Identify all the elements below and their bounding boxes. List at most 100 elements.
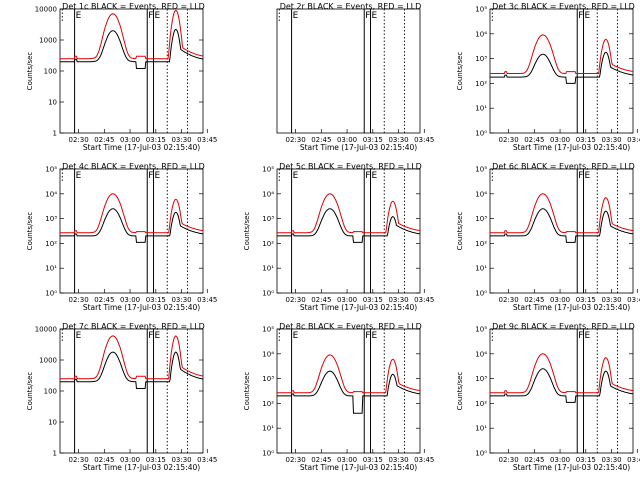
y-tick-label: 10¹ bbox=[45, 265, 57, 273]
x-tick-label: 03:15 bbox=[146, 136, 166, 144]
plot-frame bbox=[489, 8, 634, 134]
y-tick-label: 10000 bbox=[35, 326, 57, 334]
x-axis-label: Start Time (17-Jul-03 02:15:40) bbox=[83, 303, 200, 312]
event-marker-label: E bbox=[585, 171, 591, 181]
x-tick-label: 03:30 bbox=[171, 456, 191, 464]
y-tick-label: 10² bbox=[262, 240, 274, 248]
y-tick-label: 10⁵ bbox=[475, 166, 487, 174]
series-lld-line bbox=[60, 335, 204, 380]
panel-title: Det 8c BLACK = Events, RED = LLD bbox=[279, 322, 422, 331]
x-tick-label: 02:30 bbox=[498, 456, 518, 464]
x-tick-label: 02:45 bbox=[311, 456, 331, 464]
event-marker-label: F bbox=[578, 171, 583, 181]
y-tick-label: 10¹ bbox=[262, 265, 274, 273]
series-events-line bbox=[277, 370, 421, 414]
y-tick-label: 10² bbox=[262, 400, 274, 408]
y-tick-label: 10¹ bbox=[475, 265, 487, 273]
x-tick-label: 03:00 bbox=[337, 296, 357, 304]
x-tick-label: 02:30 bbox=[498, 296, 518, 304]
x-tick-label: 03:00 bbox=[120, 296, 140, 304]
x-tick-label: 03:15 bbox=[363, 136, 383, 144]
y-tick-label: 10⁵ bbox=[475, 326, 487, 334]
y-tick-label: 10⁰ bbox=[45, 290, 57, 298]
x-tick-label: 02:45 bbox=[524, 136, 544, 144]
x-tick-label: 03:30 bbox=[388, 456, 408, 464]
panel-6: Det 6c BLACK = Events, RED = LLD 10⁰ 10¹ 10… bbox=[456, 162, 640, 312]
event-marker-label: F bbox=[578, 11, 583, 21]
x-tick-label: 02:30 bbox=[285, 136, 305, 144]
event-marker-label: E bbox=[293, 171, 299, 181]
y-tick-label: 10⁴ bbox=[475, 190, 487, 198]
event-marker-label: F bbox=[365, 171, 370, 181]
x-tick-label: 03:15 bbox=[576, 456, 596, 464]
x-tick-label: 03:45 bbox=[627, 136, 640, 144]
x-tick-label: 03:15 bbox=[363, 296, 383, 304]
series-lld-line bbox=[490, 34, 634, 74]
x-tick-label: 02:45 bbox=[524, 296, 544, 304]
event-marker-label: F bbox=[365, 331, 370, 341]
panel-title: Det 4c BLACK = Events, RED = LLD bbox=[62, 162, 205, 171]
panel-9: Det 9c BLACK = Events, RED = LLD 10⁰ 10¹ 10… bbox=[456, 322, 640, 472]
y-tick-label: 10⁰ bbox=[475, 450, 487, 458]
plot-frame bbox=[59, 328, 204, 454]
y-tick-label: 10³ bbox=[475, 375, 487, 383]
series-events-line bbox=[60, 351, 204, 389]
x-tick-label: 02:45 bbox=[94, 456, 114, 464]
y-tick-label: 10² bbox=[475, 80, 487, 88]
x-tick-label: 03:45 bbox=[197, 296, 217, 304]
panel-title: Det 9c BLACK = Events, RED = LLD bbox=[492, 322, 635, 331]
event-marker-label: E bbox=[293, 331, 299, 341]
y-axis-label: Counts/sec bbox=[456, 212, 464, 251]
y-tick-label: 10³ bbox=[475, 55, 487, 63]
x-axis-label: Start Time (17-Jul-03 02:15:40) bbox=[300, 303, 417, 312]
y-axis-label: Counts/sec bbox=[243, 372, 251, 411]
x-tick-label: 02:30 bbox=[68, 456, 88, 464]
x-tick-label: 03:30 bbox=[171, 136, 191, 144]
y-axis-label: Counts/sec bbox=[26, 212, 34, 251]
x-tick-label: 03:30 bbox=[601, 456, 621, 464]
event-marker-label: E bbox=[372, 331, 378, 341]
y-tick-label: 10000 bbox=[35, 6, 57, 14]
series-lld-line bbox=[277, 193, 421, 234]
event-marker-label: E bbox=[293, 11, 299, 21]
x-axis-label: Start Time (17-Jul-03 02:15:40) bbox=[513, 143, 630, 152]
series-events-line bbox=[490, 208, 634, 243]
panel-title: Det 1c BLACK = Events, RED = LLD bbox=[62, 2, 205, 11]
plot-frame bbox=[489, 168, 634, 294]
x-tick-label: 03:15 bbox=[146, 456, 166, 464]
event-marker-label: F bbox=[365, 11, 370, 21]
x-axis-label: Start Time (17-Jul-03 02:15:40) bbox=[513, 303, 630, 312]
event-marker-label: E bbox=[76, 331, 82, 341]
x-axis-label: Start Time (17-Jul-03 02:15:40) bbox=[513, 463, 630, 472]
plot-frame bbox=[59, 8, 204, 134]
y-tick-label: 10¹ bbox=[475, 105, 487, 113]
plot-frame bbox=[276, 328, 421, 454]
x-axis-label: Start Time (17-Jul-03 02:15:40) bbox=[83, 463, 200, 472]
x-tick-label: 03:15 bbox=[363, 456, 383, 464]
plot-frame bbox=[276, 168, 421, 294]
panel-title: Det 3c BLACK = Events, RED = LLD bbox=[492, 2, 635, 11]
x-tick-label: 03:30 bbox=[388, 296, 408, 304]
y-tick-label: 10⁰ bbox=[262, 290, 274, 298]
event-marker-label: E bbox=[76, 11, 82, 21]
x-tick-label: 02:45 bbox=[311, 296, 331, 304]
x-tick-label: 03:45 bbox=[414, 456, 434, 464]
series-events-line bbox=[490, 368, 634, 403]
y-tick-label: 100 bbox=[44, 388, 57, 396]
y-axis-label: Counts/sec bbox=[26, 52, 34, 91]
x-tick-label: 03:45 bbox=[627, 456, 640, 464]
y-axis-label: Counts/sec bbox=[456, 52, 464, 91]
x-tick-label: 03:00 bbox=[120, 456, 140, 464]
plot-frame bbox=[59, 168, 204, 294]
series-events-line bbox=[277, 208, 421, 243]
series-lld-line bbox=[490, 353, 634, 394]
y-tick-label: 10² bbox=[475, 400, 487, 408]
y-tick-label: 10⁵ bbox=[262, 326, 274, 334]
panel-title: Det 5c BLACK = Events, RED = LLD bbox=[279, 162, 422, 171]
series-events-line bbox=[60, 28, 204, 69]
y-tick-label: 10¹ bbox=[262, 425, 274, 433]
y-tick-label: 10² bbox=[475, 240, 487, 248]
event-marker-label: E bbox=[76, 171, 82, 181]
y-axis-label: Counts/sec bbox=[243, 212, 251, 251]
